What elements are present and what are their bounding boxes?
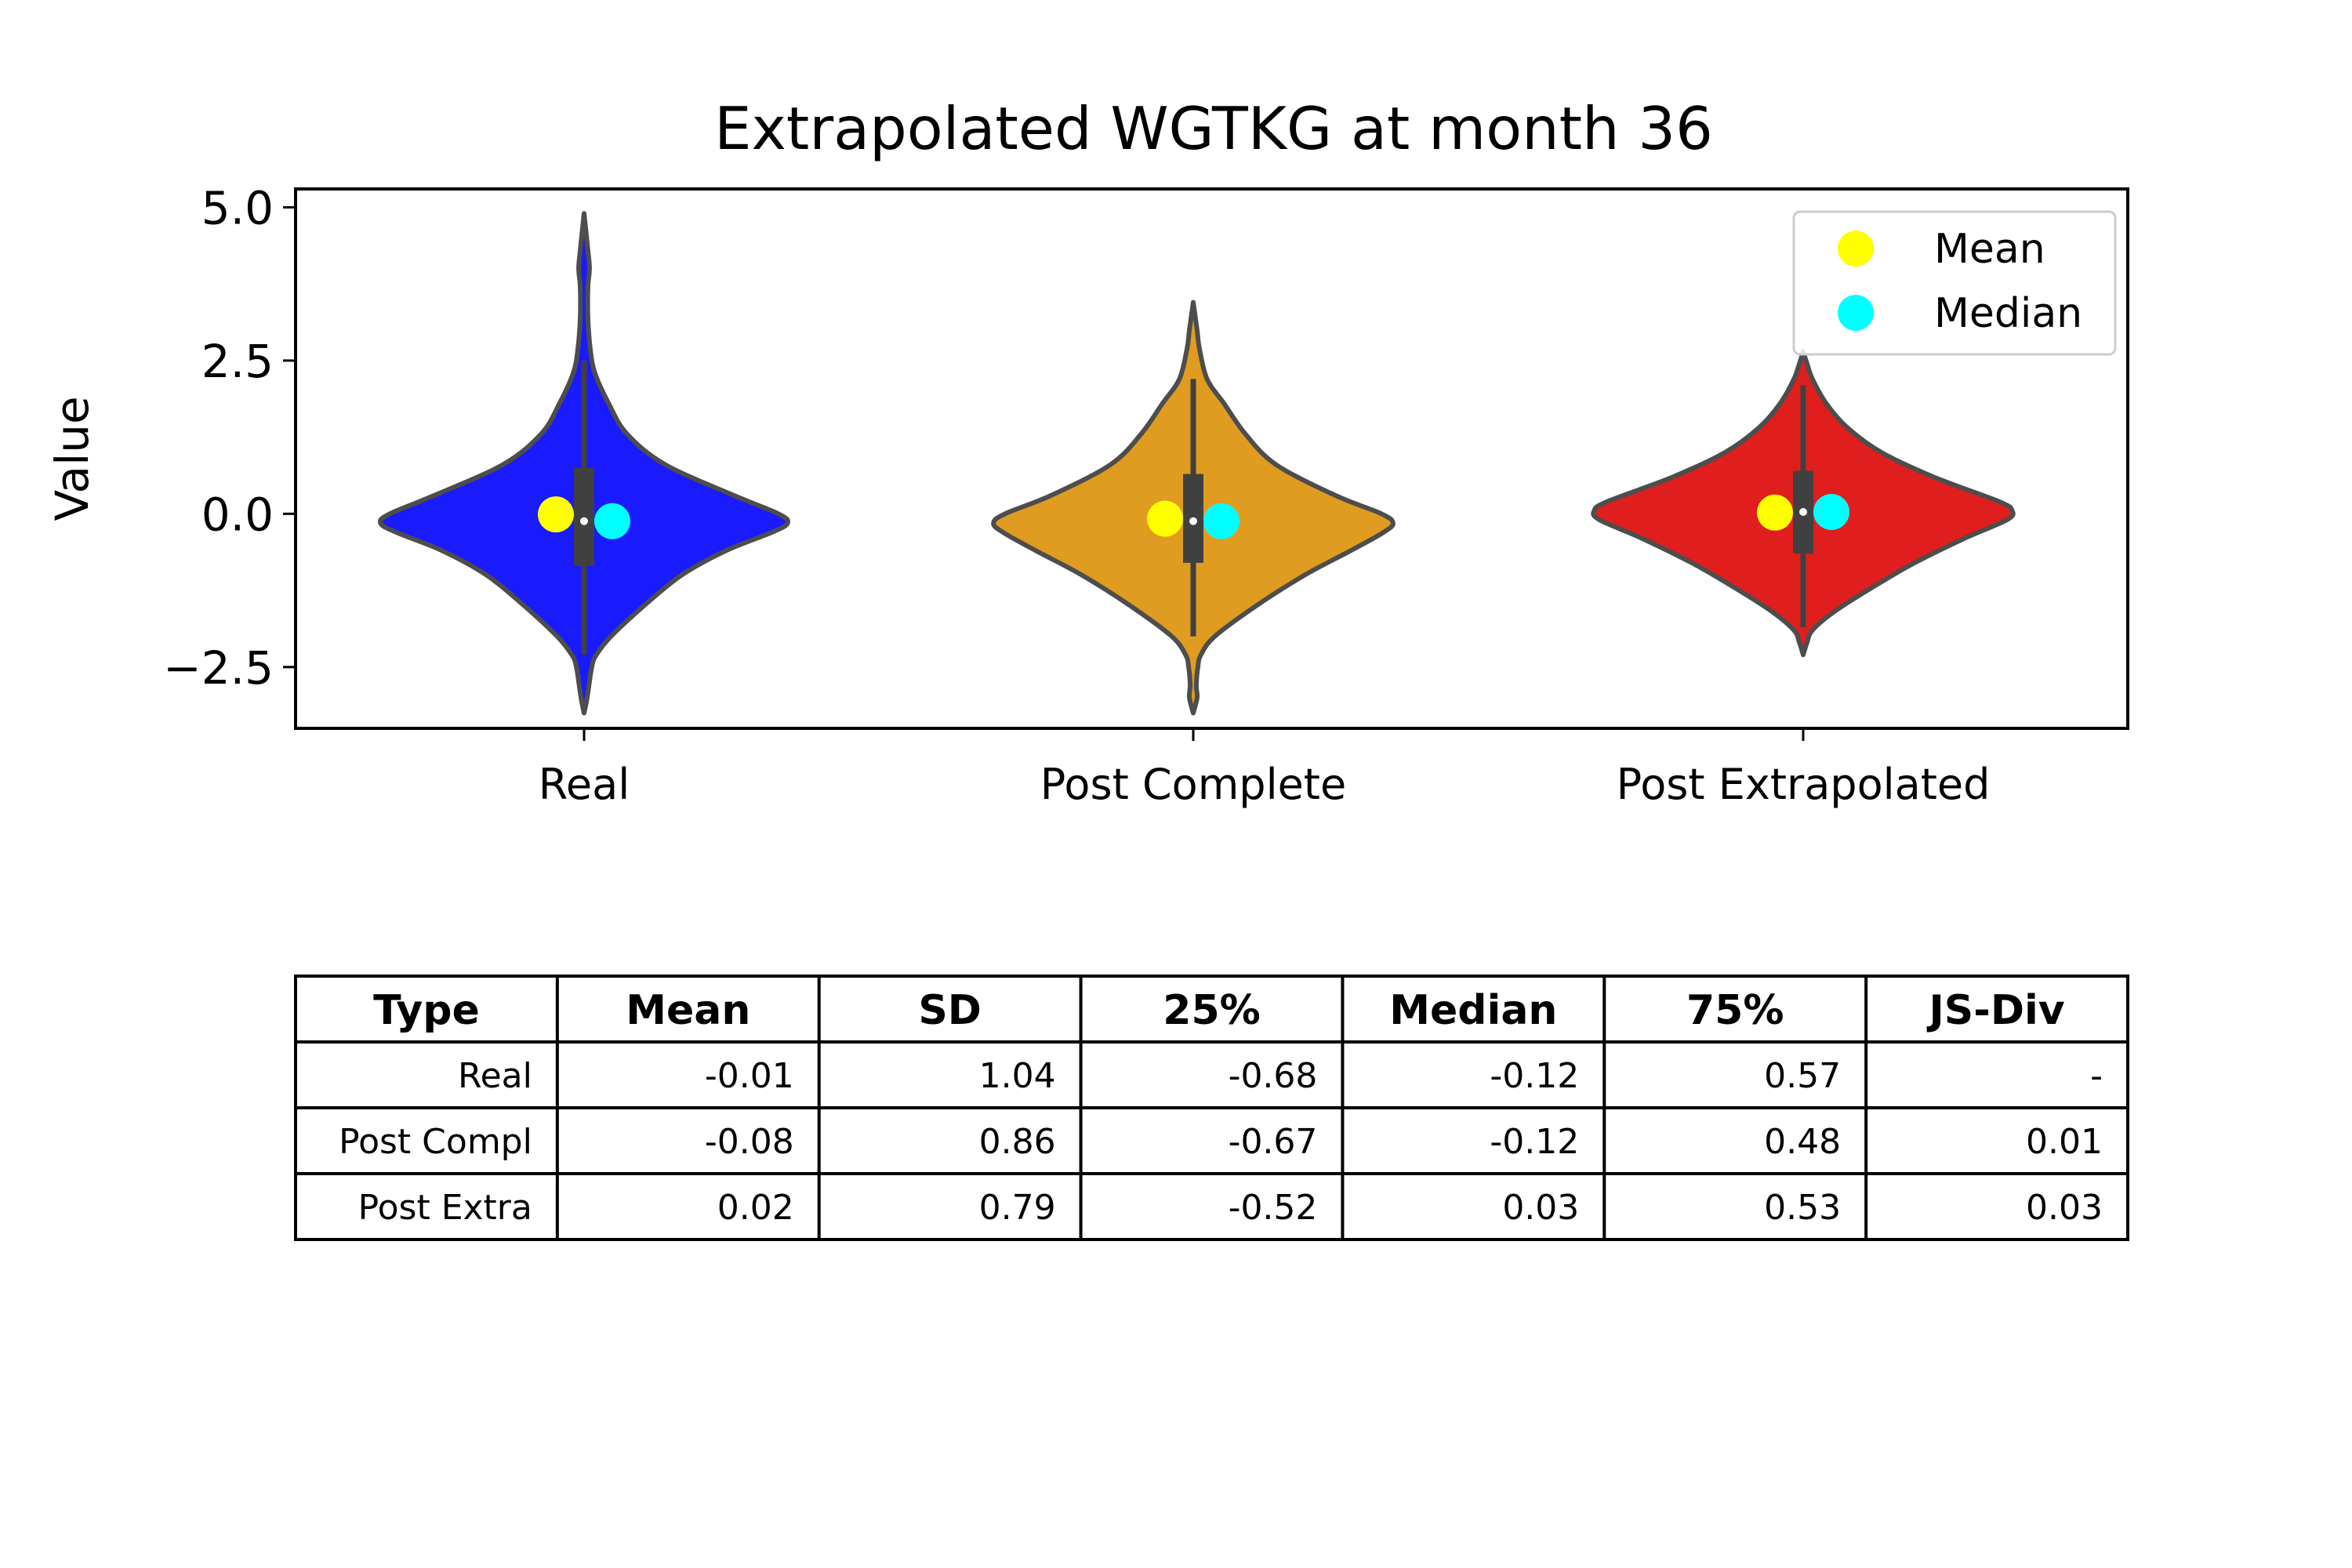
table-cell: 0.57: [1764, 1056, 1841, 1096]
median-marker: [1813, 494, 1849, 531]
table-header-cell: Mean: [626, 987, 750, 1034]
table-cell: Real: [458, 1056, 532, 1096]
table-header-cell: SD: [918, 987, 982, 1034]
table-cell: -0.01: [705, 1056, 794, 1096]
median-marker: [1203, 503, 1240, 539]
table-header-cell: JS-Div: [1926, 987, 2064, 1034]
x-tick-label: Post Complete: [1040, 760, 1346, 809]
table-cell: 0.86: [979, 1122, 1056, 1162]
y-tick-label: 2.5: [201, 335, 274, 388]
table-cell: -0.68: [1229, 1056, 1318, 1096]
table-cell: 0.79: [979, 1188, 1056, 1228]
y-tick-label: −2.5: [163, 641, 274, 695]
chart-title: Extrapolated WGTKG at month 36: [714, 94, 1713, 163]
table-header-cell: Type: [373, 987, 480, 1034]
table-cell: -0.67: [1229, 1122, 1318, 1162]
table-cell: 1.04: [979, 1056, 1056, 1096]
violin-median-dot: [1799, 508, 1807, 517]
table-cell: -0.12: [1490, 1056, 1579, 1096]
median-marker: [594, 503, 630, 539]
legend-box: [1792, 210, 2117, 356]
mean-marker: [538, 496, 574, 533]
table-header-cell: 25%: [1163, 987, 1260, 1034]
table-cell: -0.08: [705, 1122, 794, 1162]
y-axis: 5.0 2.5 0.0 −2.5: [163, 181, 296, 695]
table-cell: 0.03: [2026, 1188, 2103, 1228]
violin-box: [574, 467, 594, 566]
x-tick-label: Real: [539, 760, 630, 809]
legend-marker: [1838, 295, 1874, 331]
legend-label: Median: [1934, 290, 2082, 337]
table-cell: -0.12: [1490, 1122, 1579, 1162]
y-tick-label: 5.0: [201, 181, 274, 234]
table-header-cell: 75%: [1686, 987, 1784, 1034]
mean-marker: [1147, 500, 1183, 537]
y-axis-label: Value: [45, 396, 99, 521]
mean-marker: [1757, 494, 1793, 531]
x-tick-label: Post Extrapolated: [1617, 760, 1991, 809]
table-cell: -0.52: [1229, 1188, 1318, 1228]
violins-layer: [377, 211, 2016, 716]
table-cell: -: [2090, 1056, 2103, 1096]
table-cell: 0.02: [717, 1188, 794, 1228]
violin-median-dot: [580, 517, 588, 525]
legend: Mean Median: [1792, 210, 2117, 356]
table-cell: 0.01: [2026, 1122, 2103, 1162]
table-header-cell: Median: [1389, 987, 1557, 1034]
legend-marker: [1838, 230, 1874, 267]
table-cell: 0.53: [1764, 1188, 1841, 1228]
table-cell: Post Compl: [339, 1122, 532, 1162]
table-cell: Post Extra: [358, 1188, 532, 1228]
y-tick-label: 0.0: [201, 488, 274, 541]
legend-label: Mean: [1934, 226, 2045, 273]
table-cell: 0.03: [1502, 1188, 1579, 1228]
plot-frame: [294, 187, 2129, 730]
violin-median-dot: [1189, 517, 1197, 525]
x-axis: Real Post Complete Post Extrapolated: [539, 728, 1991, 809]
table-cell: 0.48: [1764, 1122, 1841, 1162]
